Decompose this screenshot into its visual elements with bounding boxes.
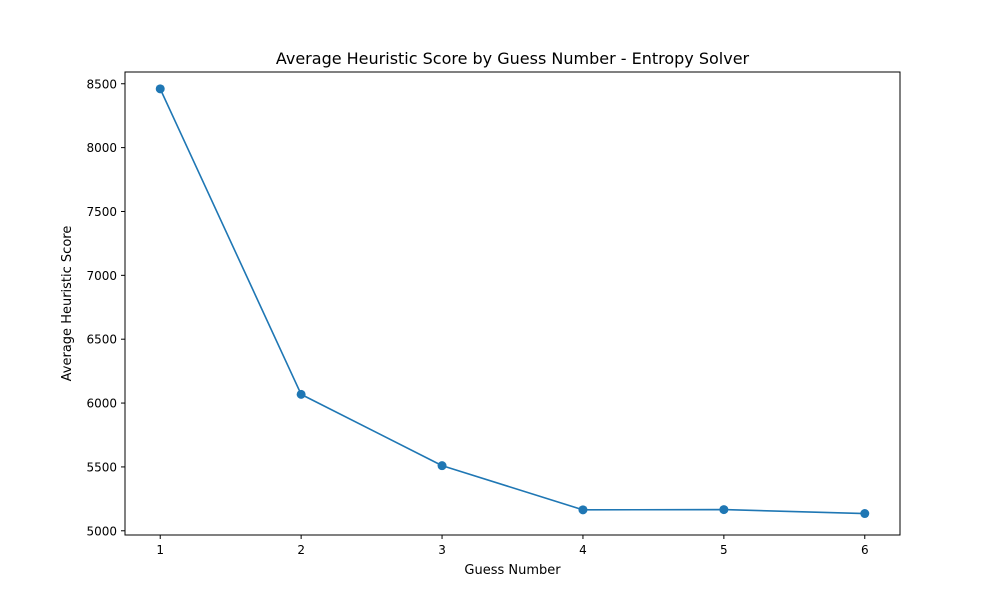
- y-tick-label: 5500: [86, 460, 117, 474]
- y-tick-label: 7500: [86, 205, 117, 219]
- y-tick-label: 6500: [86, 333, 117, 347]
- x-tick-label: 3: [438, 543, 446, 557]
- data-point: [719, 505, 729, 515]
- x-tick-label: 4: [579, 543, 587, 557]
- y-axis-ticks: 5000 5500 6000 6500 7000 7500 8000 8500: [86, 77, 125, 538]
- x-tick-label: 2: [297, 543, 305, 557]
- series-layer: [155, 84, 870, 519]
- y-axis-label: Average Heuristic Score: [60, 226, 75, 382]
- y-tick-label: 8000: [86, 141, 117, 155]
- data-point: [155, 84, 165, 94]
- x-tick-label: 1: [156, 543, 164, 557]
- data-point: [578, 505, 588, 515]
- chart-title: Average Heuristic Score by Guess Number …: [276, 49, 750, 68]
- x-axis-label: Guess Number: [464, 563, 561, 578]
- x-tick-label: 6: [861, 543, 869, 557]
- plot-area: [125, 72, 900, 535]
- y-tick-label: 6000: [86, 397, 117, 411]
- data-point: [296, 389, 306, 399]
- data-point: [860, 509, 870, 519]
- plot-frame: [124, 71, 901, 536]
- y-tick-label: 5000: [86, 524, 117, 538]
- x-tick-label: 5: [720, 543, 728, 557]
- series-line: [159, 88, 865, 515]
- data-point: [437, 461, 447, 471]
- x-axis-ticks: 1 2 3 4 5 6: [156, 535, 869, 557]
- y-tick-label: 7000: [86, 269, 117, 283]
- y-tick-label: 8500: [86, 77, 117, 91]
